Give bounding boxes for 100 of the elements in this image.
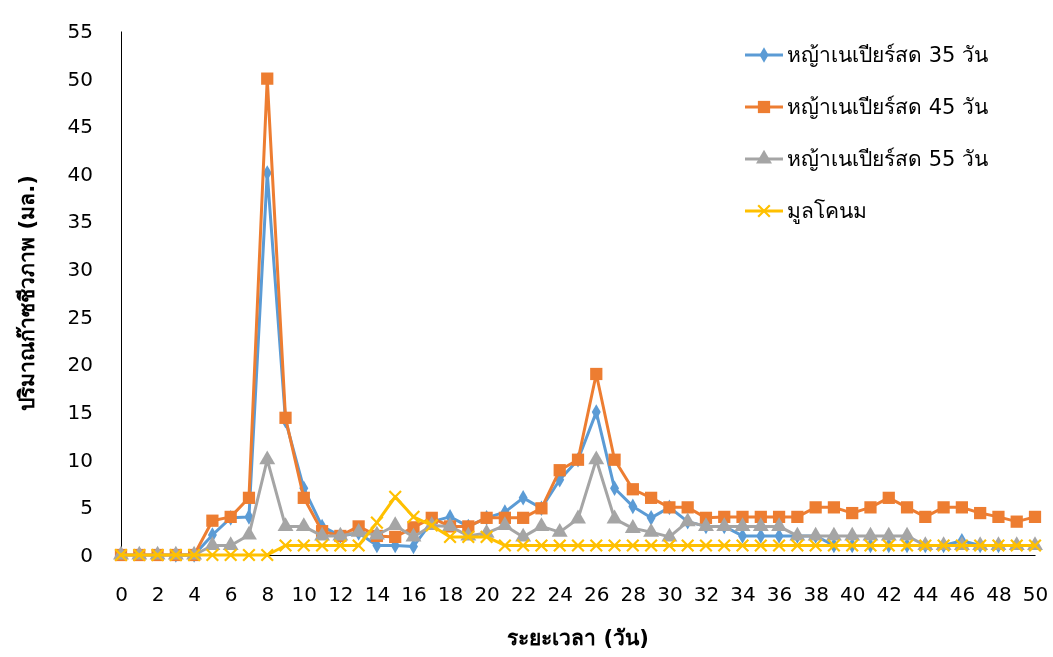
point	[699, 538, 713, 553]
point	[222, 536, 239, 551]
point	[260, 548, 275, 562]
point	[606, 509, 623, 524]
point	[553, 464, 566, 477]
point	[443, 529, 457, 544]
point	[625, 538, 640, 553]
x-axis-title: ระยะเวลา (วัน)	[507, 626, 649, 650]
y-tick-label: 50	[67, 66, 93, 91]
point	[570, 509, 586, 524]
x-tick-label: 8	[261, 582, 275, 607]
point	[315, 538, 329, 553]
point	[753, 538, 768, 553]
y-axis-title: ปริมาณก๊าซชีวภาพ (มล.)	[15, 175, 39, 411]
point	[681, 501, 694, 514]
point	[571, 538, 585, 553]
point	[388, 489, 403, 504]
point	[278, 538, 293, 553]
x-tick-label: 32	[693, 582, 720, 607]
point	[496, 516, 513, 531]
y-tick-label: 35	[67, 209, 93, 234]
point	[389, 530, 402, 544]
point	[204, 536, 221, 551]
point	[205, 548, 220, 562]
point	[827, 501, 841, 514]
point	[717, 538, 732, 553]
point	[370, 515, 384, 530]
point	[277, 517, 294, 532]
point	[882, 491, 895, 504]
point	[295, 517, 312, 532]
y-tick-label: 20	[67, 352, 93, 377]
x-tick-label: 48	[986, 582, 1012, 607]
x-tick-label: 10	[291, 582, 318, 607]
x-tick-label: 4	[188, 582, 201, 607]
x-tick-label: 28	[620, 582, 647, 607]
point	[1028, 510, 1042, 524]
x-tick-label: 42	[876, 582, 902, 607]
point	[697, 517, 714, 532]
y-tick-label: 45	[67, 114, 93, 139]
y-tick-label: 0	[80, 542, 93, 567]
point	[517, 511, 530, 524]
x-tick-label: 0	[115, 582, 128, 607]
point	[955, 501, 968, 514]
point	[808, 538, 823, 553]
point	[242, 491, 256, 504]
point	[900, 501, 914, 514]
x-tick-label: 30	[657, 582, 683, 607]
point	[406, 509, 421, 524]
point	[387, 516, 404, 531]
x-tick-label: 44	[913, 582, 939, 607]
point	[589, 538, 604, 553]
point	[351, 538, 366, 553]
point	[772, 538, 786, 553]
legend-label: มูลโคนม	[787, 199, 867, 225]
point	[590, 367, 603, 381]
point	[919, 510, 932, 524]
point	[223, 548, 238, 562]
point	[864, 501, 877, 514]
point	[552, 538, 567, 553]
point	[534, 538, 549, 553]
x-tick-label: 40	[839, 582, 866, 607]
x-tick-label: 50	[1022, 582, 1049, 607]
point	[533, 517, 550, 532]
x-tick-label: 20	[474, 582, 500, 607]
y-tick-label: 15	[67, 399, 93, 424]
point	[497, 538, 512, 553]
point	[607, 538, 622, 553]
x-tick-label: 6	[224, 582, 238, 607]
x-tick-label: 38	[803, 582, 829, 607]
x-tick-label: 16	[401, 582, 427, 607]
point	[1010, 515, 1023, 528]
point	[624, 519, 641, 533]
x-tick-label: 12	[328, 582, 354, 607]
point	[809, 501, 822, 514]
point	[735, 538, 750, 553]
point	[771, 517, 788, 532]
y-tick-label: 25	[67, 304, 93, 329]
point	[626, 483, 639, 496]
x-tick-label: 24	[547, 582, 573, 607]
point	[974, 506, 987, 520]
legend-label: หญ้าเนเปียร์สด 55 วัน	[787, 147, 989, 172]
point	[645, 491, 658, 504]
point	[734, 517, 751, 532]
point	[588, 450, 605, 465]
x-tick-label: 18	[437, 582, 464, 607]
point	[716, 517, 733, 532]
legend-label: หญ้าเนเปียร์สด 45 วัน	[787, 95, 989, 120]
x-tick-label: 22	[510, 582, 537, 607]
point	[297, 491, 310, 504]
point	[846, 506, 859, 520]
x-tick-label: 2	[151, 582, 165, 607]
point	[516, 538, 531, 553]
point	[644, 538, 659, 553]
y-tick-label: 10	[67, 447, 93, 472]
point	[333, 538, 348, 553]
legend-label: หญ้าเนเปียร์สด 35 วัน	[787, 43, 989, 68]
point	[662, 538, 677, 553]
point	[608, 453, 621, 466]
y-tick-label: 30	[67, 257, 93, 282]
point	[206, 514, 219, 527]
